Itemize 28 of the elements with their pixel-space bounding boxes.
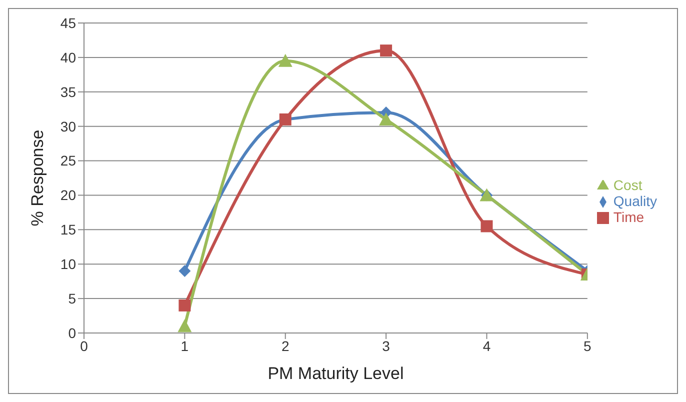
legend-label: Quality — [613, 193, 657, 209]
point — [379, 112, 394, 126]
point — [380, 44, 392, 57]
point — [178, 265, 191, 277]
y-tick-label: 35 — [60, 84, 76, 100]
point — [178, 299, 191, 312]
legend-label: Time — [613, 209, 644, 225]
x-tick-label: 4 — [482, 338, 491, 354]
y-tick-label: 25 — [60, 152, 76, 169]
x-tick-label: 2 — [281, 338, 290, 354]
y-tick-label: 5 — [68, 290, 76, 307]
y-tick-label: 20 — [60, 187, 76, 204]
y-tick-label: 15 — [60, 222, 76, 238]
y-tick-label: 40 — [60, 49, 76, 66]
x-tick-label: 1 — [180, 338, 189, 354]
x-tick-label: 0 — [80, 338, 88, 354]
x-axis-title: PM Maturity Level — [268, 364, 404, 383]
y-axis-title: % Response — [28, 130, 48, 226]
y-tick-label: 30 — [60, 118, 76, 134]
y-tick-label: 0 — [68, 324, 76, 341]
x-tick-label: 3 — [382, 338, 390, 354]
point — [178, 319, 192, 332]
legend-label: Cost — [613, 177, 642, 193]
y-tick-label: 45 — [60, 14, 76, 31]
x-tick-label: 5 — [584, 338, 592, 354]
y-tick-label: 10 — [60, 256, 76, 272]
point — [480, 220, 493, 232]
point — [278, 54, 292, 67]
